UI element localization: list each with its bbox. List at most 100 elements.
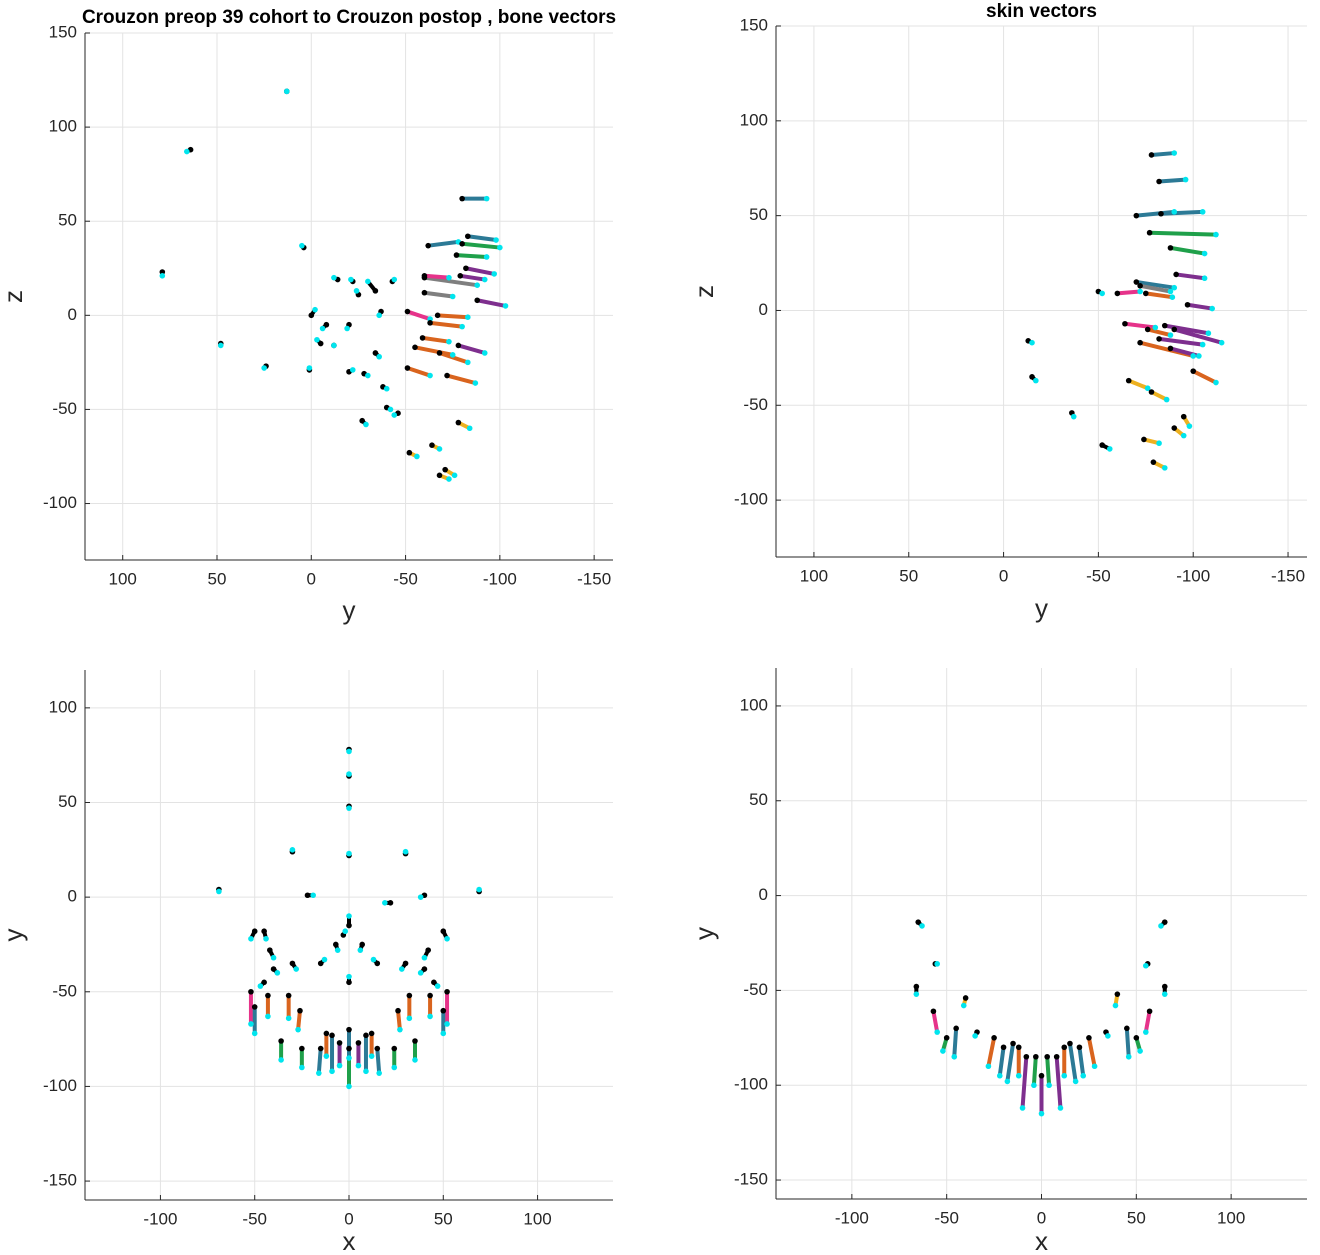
vector-start (346, 979, 352, 986)
vector-start (317, 340, 324, 347)
vector-end (376, 1070, 382, 1076)
vector-end (1099, 290, 1105, 297)
vector-end (397, 1026, 403, 1033)
vector-end (346, 771, 352, 777)
vector-end (299, 242, 305, 249)
vector (426, 239, 461, 248)
x-tick-label: 50 (208, 569, 227, 588)
vector (1054, 1054, 1063, 1110)
vector-end (184, 148, 190, 155)
vector-end (427, 1013, 433, 1020)
vector-end (1137, 288, 1143, 295)
vector-start (1133, 279, 1140, 285)
vector-start (1053, 1053, 1060, 1060)
vector-end (446, 476, 452, 482)
y-tick-label: 0 (68, 887, 77, 906)
vector-start (404, 308, 411, 315)
vector (1143, 1009, 1152, 1035)
vector-start (1148, 152, 1155, 158)
vector-start (346, 922, 352, 929)
vector (458, 273, 487, 282)
vector (1124, 1026, 1131, 1059)
vector-end (1152, 324, 1159, 331)
vector-end (1031, 1082, 1037, 1089)
vector-end (446, 338, 452, 345)
vector-start (991, 1035, 997, 1041)
vector-end (934, 1029, 940, 1035)
vector-end (368, 1053, 375, 1059)
vector-start (1137, 339, 1143, 346)
vector-end (349, 367, 356, 373)
vector (997, 1045, 1006, 1078)
x-tick-label: -50 (934, 1208, 959, 1227)
vector-end (1201, 250, 1208, 257)
vector-start (1184, 301, 1191, 308)
vector-start (1015, 1044, 1022, 1051)
vector-start (317, 960, 324, 967)
vector-end (1015, 1072, 1022, 1079)
y-tick-label: 100 (49, 117, 77, 136)
x-tick-label: -100 (483, 569, 517, 588)
x-tick-label: -150 (577, 569, 611, 588)
x-tick-label: 0 (307, 569, 316, 588)
vector-start (1167, 245, 1174, 251)
vector-end (261, 365, 267, 371)
vector (1149, 151, 1177, 157)
vector-end (440, 1030, 447, 1037)
vector-end (1201, 275, 1208, 282)
vector-end (1199, 209, 1206, 215)
vector-end (996, 1072, 1003, 1079)
vector-end (376, 353, 382, 360)
vector-end (919, 923, 925, 929)
vector (420, 335, 451, 344)
x-tick-label: -50 (242, 1209, 267, 1228)
vector-end (376, 312, 382, 319)
x-tick-label: -100 (143, 1209, 177, 1228)
vector-end (1171, 150, 1178, 156)
vector-end (1080, 1072, 1087, 1079)
vector (422, 290, 455, 299)
vector-end (348, 276, 354, 283)
y-tick-label: -100 (734, 490, 768, 509)
vector (1157, 336, 1205, 347)
vector-end (444, 935, 450, 942)
vector-start (459, 195, 465, 202)
vector-start (421, 272, 428, 279)
vector-start (391, 1045, 398, 1052)
vector-end (476, 886, 482, 893)
vector-end (336, 1062, 343, 1069)
vector-end (217, 342, 224, 349)
vector-start (261, 928, 267, 935)
x-tick-label: 0 (999, 566, 1008, 585)
vector-end (1143, 1029, 1149, 1035)
vector-start (1124, 1025, 1130, 1032)
vector-start (359, 941, 366, 948)
vector-start (1086, 1035, 1092, 1041)
vector-start (440, 928, 447, 935)
vector-end (1190, 353, 1197, 359)
vector-end (1072, 1078, 1079, 1085)
x-tick-label: 50 (1127, 1208, 1146, 1227)
vector (1115, 289, 1143, 296)
vector-start (406, 449, 413, 456)
vector-end (329, 1068, 335, 1075)
vector (1158, 209, 1205, 216)
vector-end (1167, 332, 1174, 338)
vector-end (274, 970, 281, 976)
vector (437, 350, 470, 365)
vector-end (1029, 339, 1035, 346)
vector-start (1114, 991, 1121, 997)
vector-end (1186, 423, 1193, 429)
vector (1122, 321, 1158, 330)
vector-end (1171, 209, 1178, 215)
vector-end (334, 947, 341, 953)
vector-end (365, 372, 371, 379)
vector (1172, 327, 1224, 345)
vector-end (483, 254, 490, 260)
vector (1185, 302, 1215, 311)
vector-start (1156, 336, 1162, 342)
y-tick-label: -150 (734, 1170, 768, 1189)
vector-end (331, 274, 337, 281)
vector (463, 266, 497, 276)
vector (1134, 280, 1177, 290)
